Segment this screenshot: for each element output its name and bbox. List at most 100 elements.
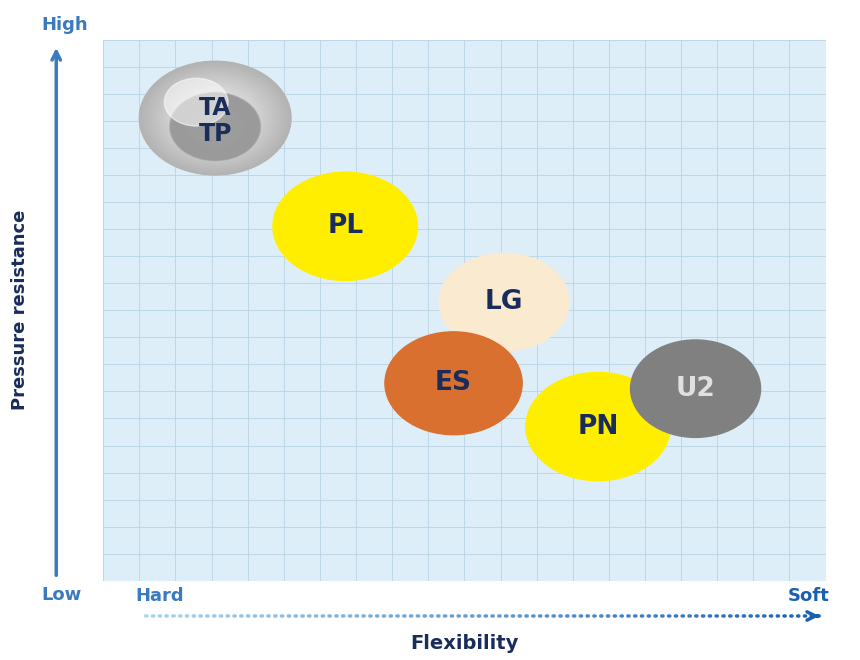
Circle shape	[176, 89, 254, 147]
Circle shape	[630, 340, 760, 438]
Circle shape	[192, 109, 239, 145]
Circle shape	[180, 100, 250, 153]
Text: PN: PN	[577, 414, 618, 440]
Circle shape	[163, 79, 267, 157]
Text: PL: PL	[327, 213, 363, 240]
Circle shape	[194, 102, 237, 134]
Circle shape	[168, 82, 263, 154]
Circle shape	[143, 64, 287, 172]
Circle shape	[178, 98, 253, 154]
Circle shape	[169, 84, 261, 152]
Circle shape	[181, 93, 249, 143]
Circle shape	[186, 105, 244, 148]
Circle shape	[172, 94, 258, 159]
Circle shape	[163, 79, 267, 156]
Circle shape	[144, 65, 286, 171]
Text: Low: Low	[42, 586, 82, 604]
Circle shape	[177, 90, 253, 147]
Circle shape	[145, 66, 285, 170]
Circle shape	[171, 94, 260, 160]
Circle shape	[209, 114, 221, 123]
Circle shape	[189, 99, 241, 137]
Circle shape	[180, 100, 250, 153]
Circle shape	[173, 86, 258, 150]
Circle shape	[179, 91, 252, 145]
Circle shape	[178, 99, 252, 154]
Circle shape	[191, 108, 239, 145]
Circle shape	[182, 102, 248, 151]
Circle shape	[181, 92, 249, 144]
Text: TA
TP: TA TP	[199, 96, 232, 146]
Circle shape	[192, 109, 238, 144]
Circle shape	[195, 104, 235, 133]
Circle shape	[154, 72, 277, 164]
Circle shape	[158, 75, 272, 160]
Circle shape	[183, 103, 247, 150]
Circle shape	[174, 95, 257, 158]
Circle shape	[164, 79, 228, 126]
Circle shape	[187, 106, 243, 147]
Circle shape	[192, 100, 239, 136]
Circle shape	[200, 108, 230, 129]
Circle shape	[273, 172, 417, 280]
Circle shape	[181, 101, 249, 152]
Circle shape	[156, 73, 275, 163]
Circle shape	[149, 69, 281, 168]
Circle shape	[184, 95, 246, 141]
Circle shape	[211, 115, 219, 121]
Circle shape	[171, 94, 259, 159]
Circle shape	[190, 108, 241, 146]
Circle shape	[169, 83, 261, 152]
Circle shape	[159, 76, 271, 160]
Text: Hard: Hard	[136, 587, 184, 605]
Circle shape	[206, 112, 224, 125]
Circle shape	[178, 90, 252, 146]
Circle shape	[173, 95, 257, 158]
Circle shape	[144, 65, 286, 172]
Circle shape	[141, 63, 290, 174]
Circle shape	[176, 98, 254, 156]
Text: Pressure resistance: Pressure resistance	[11, 210, 29, 411]
Circle shape	[162, 79, 268, 158]
Circle shape	[170, 93, 261, 160]
Circle shape	[172, 94, 258, 158]
Circle shape	[175, 96, 255, 157]
Circle shape	[150, 70, 280, 166]
Circle shape	[175, 87, 256, 148]
Circle shape	[194, 103, 236, 133]
Circle shape	[185, 95, 245, 141]
Circle shape	[187, 97, 243, 139]
Circle shape	[162, 78, 269, 158]
Circle shape	[152, 71, 278, 165]
Circle shape	[172, 86, 258, 150]
Circle shape	[167, 82, 264, 154]
Circle shape	[175, 96, 255, 156]
Circle shape	[525, 372, 670, 480]
Circle shape	[142, 63, 289, 173]
Circle shape	[176, 97, 255, 156]
Circle shape	[213, 117, 217, 119]
Circle shape	[188, 98, 242, 138]
Circle shape	[184, 103, 247, 150]
Circle shape	[174, 96, 256, 158]
Circle shape	[166, 81, 265, 155]
Circle shape	[169, 92, 261, 160]
Circle shape	[165, 81, 265, 156]
Circle shape	[186, 104, 245, 148]
Circle shape	[188, 106, 242, 147]
Circle shape	[191, 100, 239, 136]
Text: LG: LG	[485, 289, 524, 315]
Circle shape	[143, 63, 288, 173]
Circle shape	[174, 87, 257, 149]
Circle shape	[175, 97, 255, 156]
Text: Soft: Soft	[788, 587, 829, 605]
Circle shape	[439, 253, 569, 351]
Circle shape	[208, 113, 222, 123]
Circle shape	[183, 94, 247, 142]
Circle shape	[185, 104, 246, 149]
Circle shape	[175, 96, 256, 157]
Circle shape	[171, 85, 259, 151]
Circle shape	[181, 102, 249, 152]
Circle shape	[180, 91, 251, 145]
Circle shape	[205, 110, 226, 126]
